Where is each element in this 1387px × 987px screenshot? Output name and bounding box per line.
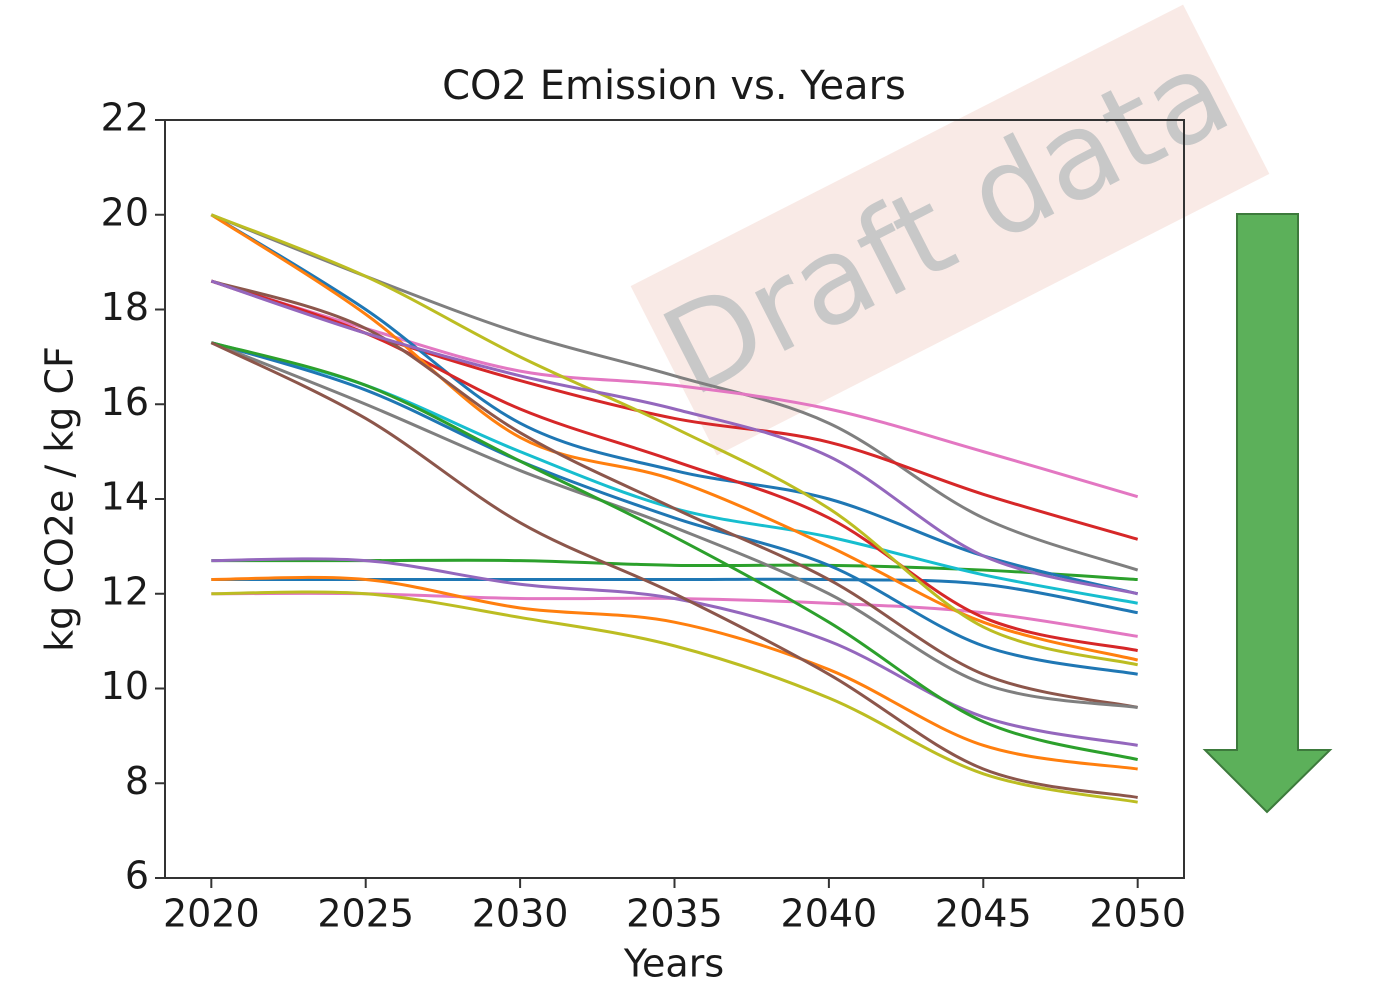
watermark-band [630,4,1270,456]
y-tick-label: 20 [101,190,149,234]
y-tick-label: 14 [101,475,149,519]
series-line [210,341,1138,676]
series-line [210,279,1139,596]
series-line [211,557,1138,747]
x-tick-label: 2035 [626,892,723,936]
x-tick-label: 2045 [935,892,1032,936]
chart-title: CO2 Emission vs. Years [442,63,906,109]
series-line [210,279,1138,709]
y-tick-label: 22 [101,96,149,140]
x-axis-label: Years [623,942,724,986]
x-tick-label: 2020 [163,892,260,936]
series-line [210,213,1139,667]
y-tick-label: 12 [101,569,149,613]
y-tick-label: 8 [125,759,149,803]
x-tick-label: 2040 [781,892,878,936]
y-tick-label: 10 [101,664,149,708]
series-line [211,590,1138,804]
series-line [210,341,1138,709]
x-tick-label: 2050 [1089,892,1186,936]
series-line [210,341,1138,799]
y-tick-label: 6 [125,854,149,898]
series-line [211,577,1138,615]
series-line [210,213,1139,662]
series-line [210,341,1139,762]
x-tick-label: 2030 [472,892,569,936]
plot-frame [164,119,1185,879]
x-tick-label: 2025 [317,892,414,936]
y-tick-label: 18 [101,285,149,329]
y-tick-label: 16 [101,380,149,424]
y-axis-label: kg CO2e / kg CF [38,346,82,652]
down-arrow [1202,213,1333,814]
series-line [211,575,1138,771]
